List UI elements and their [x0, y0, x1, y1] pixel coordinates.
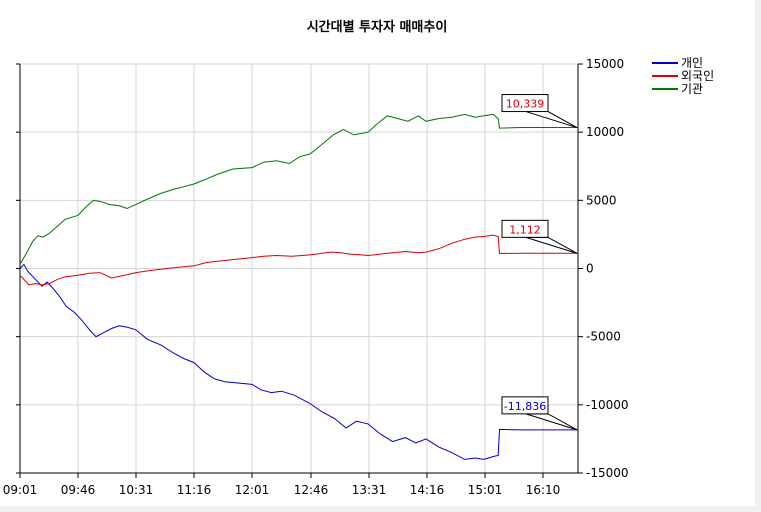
- x-tick-label: 15:01: [468, 483, 503, 497]
- callout-pointer: [525, 413, 578, 431]
- x-axis-ticks: 09:01 09:46 10:31 11:16 12:01 12:46 13:31 14:16…: [3, 473, 561, 497]
- series-line-1: [19, 263, 578, 460]
- chart-title: 시간대별 투자자 매매추이: [307, 19, 448, 35]
- legend-label: 개인: [681, 56, 703, 70]
- legend-label: 기관: [681, 82, 703, 96]
- callout-box: [501, 94, 549, 113]
- callout-pointer: [525, 236, 578, 254]
- x-tick-label: 09:46: [61, 483, 96, 497]
- callout-box: [501, 219, 549, 238]
- legend-label: 외국인: [681, 69, 714, 83]
- callout-value: -11,836: [504, 400, 546, 413]
- x-tick-label: 10:31: [119, 483, 154, 497]
- y-tick-label: 5000: [586, 193, 617, 207]
- y-axis-ticks: 15000 10000 5000 0 -5000 -10000 -15000: [16, 57, 629, 480]
- series-line-3: [19, 113, 578, 265]
- y-tick-label: 0: [586, 262, 594, 276]
- series-line-2: [19, 234, 578, 286]
- x-tick-label: 12:46: [294, 483, 329, 497]
- x-tick-label: 12:01: [235, 483, 270, 497]
- x-tick-label: 14:16: [410, 483, 445, 497]
- x-tick-label: 13:31: [352, 483, 387, 497]
- y-tick-label: -10000: [586, 398, 629, 412]
- y-tick-label: 15000: [586, 57, 624, 71]
- callout-value: 10,339: [506, 98, 545, 111]
- callout-value: 1,112: [509, 223, 541, 236]
- gridlines: [19, 63, 579, 474]
- series-lines: [19, 113, 578, 460]
- callout-pointer: [525, 111, 578, 129]
- y-tick-label: 10000: [586, 125, 624, 139]
- x-tick-label: 11:16: [177, 483, 212, 497]
- callout-box: [501, 396, 549, 415]
- x-tick-label: 16:10: [526, 483, 561, 497]
- x-tick-label: 09:01: [3, 483, 38, 497]
- value-callouts: -11,836 1,112 10,339: [501, 94, 578, 431]
- y-tick-label: -15000: [586, 466, 629, 480]
- y-tick-label: -5000: [586, 330, 621, 344]
